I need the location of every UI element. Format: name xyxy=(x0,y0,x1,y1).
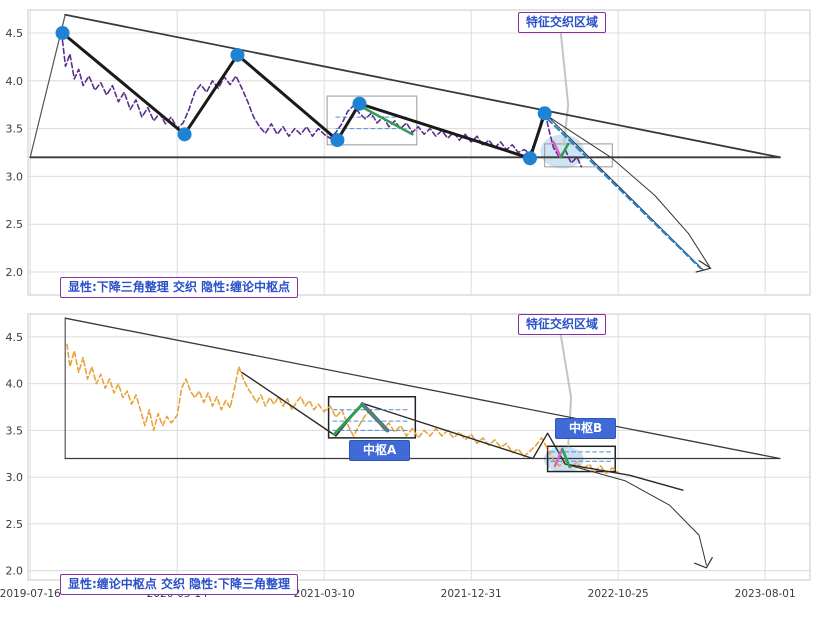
svg-text:4.5: 4.5 xyxy=(6,331,24,344)
svg-text:4.0: 4.0 xyxy=(6,75,24,88)
zhongshu-a-label: 中枢A xyxy=(349,440,411,461)
svg-text:3.5: 3.5 xyxy=(6,123,24,136)
svg-text:3.0: 3.0 xyxy=(6,170,24,183)
svg-text:3.0: 3.0 xyxy=(6,471,24,484)
feature-zone-label-bottom: 特征交织区域 xyxy=(518,314,607,335)
feature-zone-label-top: 特征交织区域 xyxy=(518,12,607,33)
caption-label-top: 显性:下降三角整理 交织 隐性:缠论中枢点 xyxy=(60,277,298,298)
svg-text:2023-08-01: 2023-08-01 xyxy=(735,588,796,600)
svg-text:4.0: 4.0 xyxy=(6,378,24,391)
svg-text:2021-12-31: 2021-12-31 xyxy=(441,588,502,600)
bottom-chart-chanlun-pivots: 4.54.03.53.02.52.02019-07-162020-05-1420… xyxy=(0,313,811,600)
top-chart-descending-triangle: 4.5 4.0 3.5 3.0 2.5 2.0 xyxy=(6,9,811,296)
svg-text:3.5: 3.5 xyxy=(6,424,24,437)
svg-text:2021-03-10: 2021-03-10 xyxy=(294,588,355,600)
svg-text:2019-07-16: 2019-07-16 xyxy=(0,588,61,600)
svg-text:2.0: 2.0 xyxy=(6,565,24,578)
svg-text:2.5: 2.5 xyxy=(6,218,24,231)
svg-text:2022-10-25: 2022-10-25 xyxy=(588,588,649,600)
caption-label-bottom: 显性:缠论中枢点 交织 隐性:下降三角整理 xyxy=(60,574,298,595)
svg-text:2.0: 2.0 xyxy=(6,266,24,279)
zhongshu-b-label: 中枢B xyxy=(555,418,617,439)
svg-text:4.5: 4.5 xyxy=(6,27,24,40)
svg-text:2.5: 2.5 xyxy=(6,518,24,531)
